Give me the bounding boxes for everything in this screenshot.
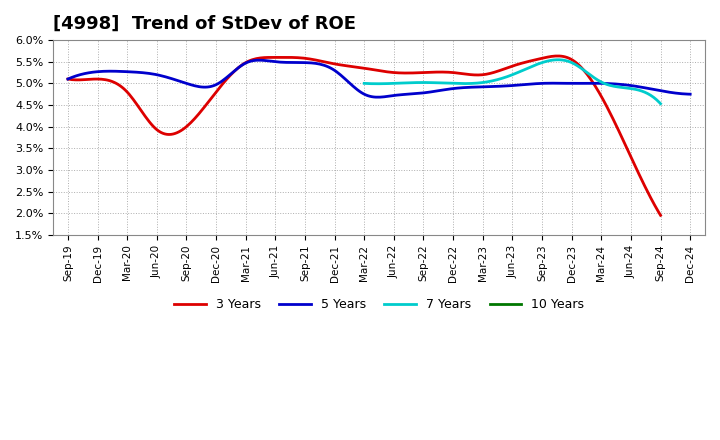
3 Years <box>63 77 72 82</box>
Text: [4998]  Trend of StDev of ROE: [4998] Trend of StDev of ROE <box>53 15 356 33</box>
7 Years <box>360 81 369 86</box>
5 Years <box>63 77 72 82</box>
3 Years <box>553 53 562 59</box>
7 Years <box>536 61 544 66</box>
5 Years <box>374 95 382 100</box>
5 Years <box>66 76 74 81</box>
3 Years <box>426 70 435 75</box>
Line: 5 Years: 5 Years <box>68 60 690 97</box>
7 Years <box>361 81 369 86</box>
7 Years <box>554 57 563 62</box>
5 Years <box>255 58 264 63</box>
5 Years <box>449 86 457 91</box>
5 Years <box>593 81 601 86</box>
5 Years <box>631 84 640 89</box>
7 Years <box>536 60 545 66</box>
3 Years <box>565 56 574 61</box>
5 Years <box>438 88 447 93</box>
5 Years <box>436 88 445 93</box>
7 Years <box>656 101 665 106</box>
3 Years <box>603 104 611 110</box>
3 Years <box>656 213 665 218</box>
Line: 3 Years: 3 Years <box>68 56 660 215</box>
3 Years <box>66 77 74 82</box>
Line: 7 Years: 7 Years <box>364 60 660 104</box>
7 Years <box>629 86 638 92</box>
Legend: 3 Years, 5 Years, 7 Years, 10 Years: 3 Years, 5 Years, 7 Years, 10 Years <box>169 293 589 316</box>
3 Years <box>415 70 423 75</box>
7 Years <box>541 59 550 64</box>
5 Years <box>686 92 695 97</box>
3 Years <box>416 70 425 75</box>
7 Years <box>611 84 619 89</box>
